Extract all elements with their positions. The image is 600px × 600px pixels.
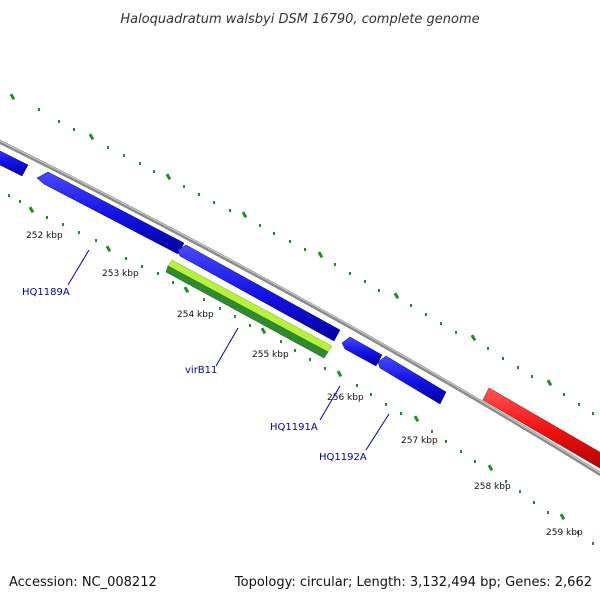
kbp-label: 255 kbp: [252, 350, 289, 360]
gene-label-hq1192a[interactable]: HQ1192A: [319, 452, 367, 463]
kbp-label: 253 kbp: [102, 269, 139, 279]
gene-label-hq1189a[interactable]: HQ1189A: [22, 287, 70, 298]
kbp-label: 252 kbp: [26, 231, 63, 241]
gene-hq1192a: [377, 355, 447, 405]
gene-label-hq1191a[interactable]: HQ1191A: [270, 422, 318, 433]
kbp-label: 254 kbp: [177, 310, 214, 320]
gene-virb11-dark: [165, 265, 329, 359]
gene-label-virb11[interactable]: virB11: [185, 365, 217, 376]
kbp-label: 258 kbp: [474, 482, 511, 492]
kbp-labels: 252 kbp 253 kbp 254 kbp 255 kbp 256 kbp …: [26, 231, 583, 538]
kbp-label: 256 kbp: [327, 393, 364, 403]
label-leaders: [67, 249, 390, 451]
gene-blue-2: [177, 244, 341, 342]
gene-hq1191a: [341, 336, 383, 367]
outer-tick-ring: [9, 93, 594, 415]
inner-tick-ring: [8, 194, 594, 545]
gene-red: [482, 387, 600, 469]
kbp-label: 257 kbp: [401, 436, 438, 446]
gene-hq1189a: [36, 171, 185, 255]
genome-backbone: [0, 139, 600, 477]
gene-blue-1: [0, 150, 29, 177]
kbp-label: 259 kbp: [546, 528, 583, 538]
genome-summary-text: Topology: circular; Length: 3,132,494 bp…: [234, 575, 592, 590]
gene-features: [0, 150, 600, 469]
map-title: Haloquadratum walsbyi DSM 16790, complet…: [120, 12, 479, 27]
gene-labels: HQ1189A virB11 HQ1191A HQ1192A: [22, 287, 367, 463]
accession-text: Accession: NC_008212: [9, 575, 157, 590]
